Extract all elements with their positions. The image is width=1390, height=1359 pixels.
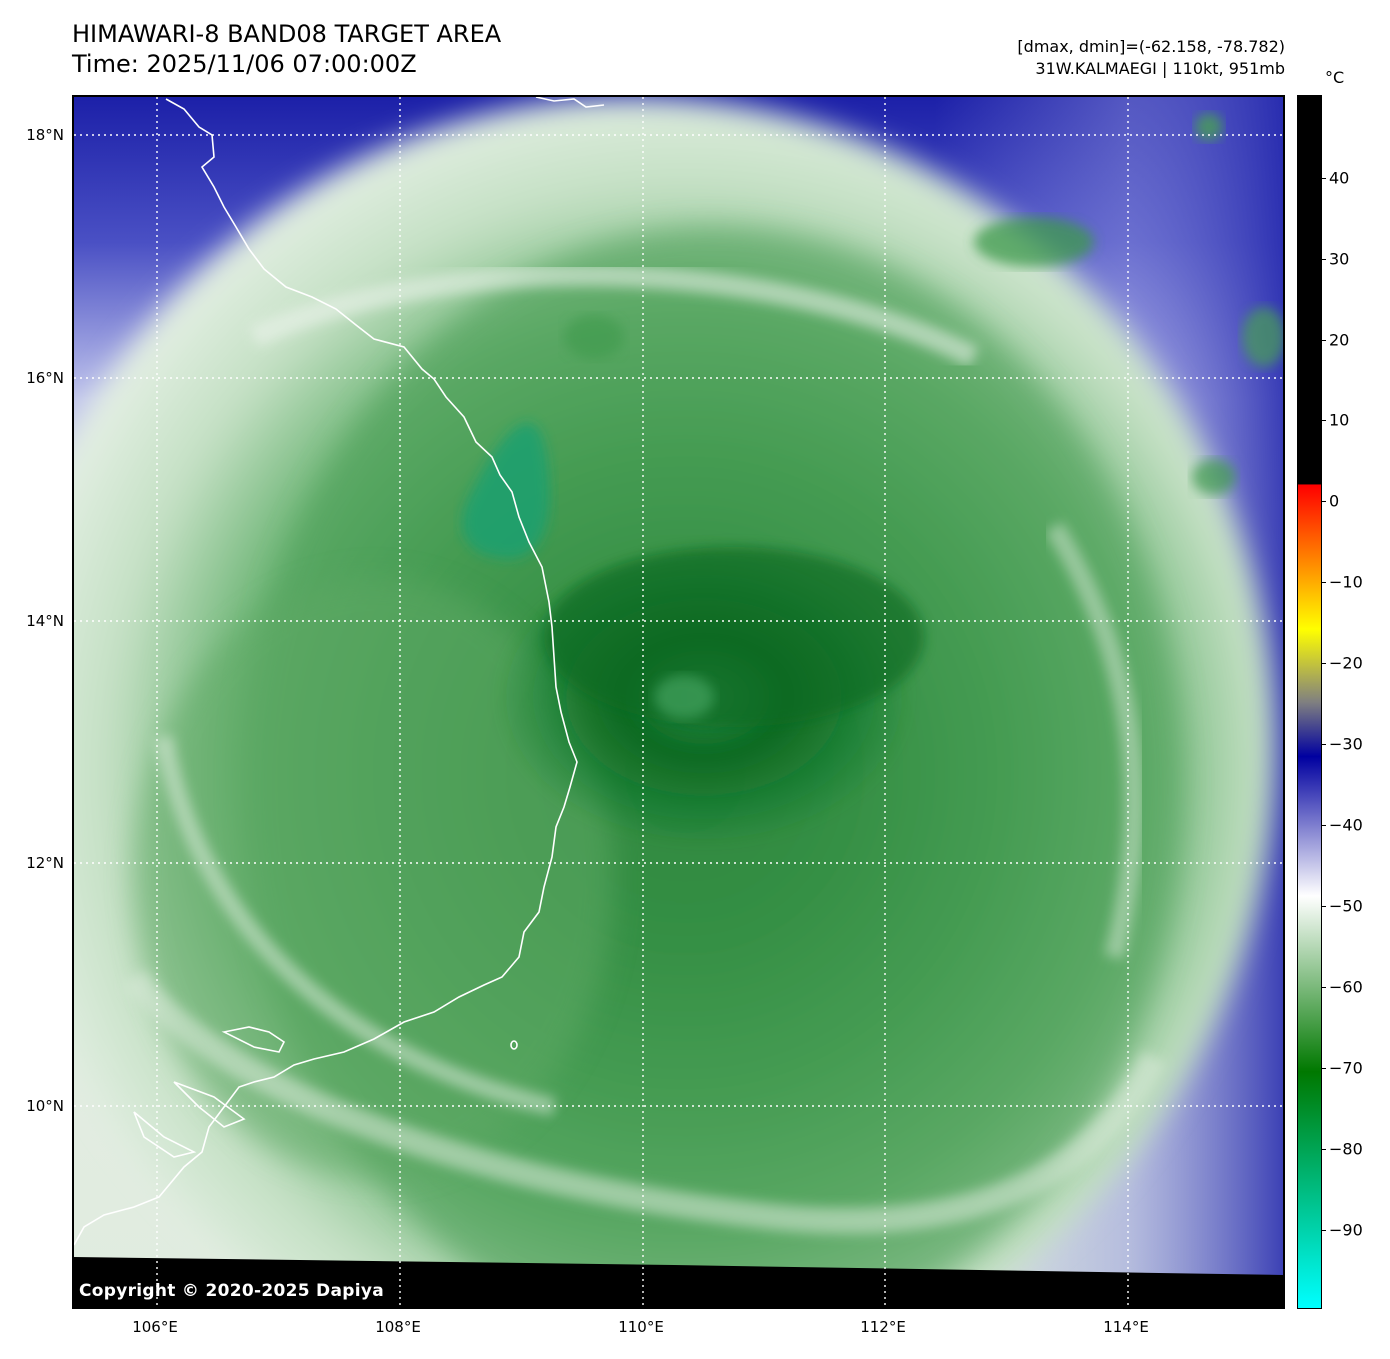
temperature-colorbar [1297,95,1322,1309]
timestamp: Time: 2025/11/06 07:00:00Z [72,50,417,78]
colorbar-tick [1322,582,1326,583]
lat-label-18n: 18°N [26,126,64,144]
colorbar-tick-label: −50 [1329,896,1363,916]
colorbar-tick [1322,178,1326,179]
storm-info: 31W.KALMAEGI | 110kt, 951mb [1035,59,1285,78]
colorbar-tick [1322,420,1326,421]
lat-label-16n: 16°N [26,369,64,387]
colorbar-tick [1322,1149,1326,1150]
colorbar-tick [1322,744,1326,745]
colorbar-tick-label: 20 [1329,330,1350,350]
colorbar-tick-label: −80 [1329,1139,1363,1159]
colorbar-tick-label: −70 [1329,1058,1363,1078]
colorbar-tick [1322,259,1326,260]
lat-label-14n: 14°N [26,612,64,630]
range-info: [dmax, dmin]=(-62.158, -78.782) [1017,37,1285,56]
colorbar-tick-label: 40 [1329,168,1350,188]
colorbar-tick-label: −40 [1329,815,1363,835]
lat-label-12n: 12°N [26,854,64,872]
lon-label-108e: 108°E [375,1318,421,1336]
satellite-imagery [74,97,1283,1307]
colorbar-tick [1322,340,1326,341]
colorbar-tick-label: 30 [1329,249,1350,269]
colorbar-tick-label: −10 [1329,572,1363,592]
colorbar-tick [1322,987,1326,988]
chart-title: HIMAWARI-8 BAND08 TARGET AREA [72,20,502,48]
colorbar-tick [1322,825,1326,826]
lon-label-114e: 114°E [1103,1318,1149,1336]
lon-label-110e: 110°E [618,1318,664,1336]
colorbar-tick-label: 0 [1329,491,1340,511]
lat-label-10n: 10°N [26,1097,64,1115]
lon-label-112e: 112°E [860,1318,906,1336]
colorbar-tick [1322,1230,1326,1231]
colorbar-tick [1322,1068,1326,1069]
graticule [74,97,1283,1307]
colorbar-tick [1322,663,1326,664]
colorbar-tick [1322,906,1326,907]
colorbar-tick [1322,501,1326,502]
colorbar-tick-label: 10 [1329,410,1350,430]
colorbar-tick-label: −90 [1329,1220,1363,1240]
colorbar-tick-label: −60 [1329,977,1363,997]
colorbar-tick-label: −20 [1329,653,1363,673]
colorbar-unit: °C [1325,68,1345,87]
coastline [74,97,605,1246]
copyright-notice: Copyright © 2020-2025 Dapiya [79,1281,384,1301]
satellite-map: Copyright © 2020-2025 Dapiya [72,95,1285,1309]
lon-label-106e: 106°E [132,1318,178,1336]
colorbar-tick-label: −30 [1329,734,1363,754]
